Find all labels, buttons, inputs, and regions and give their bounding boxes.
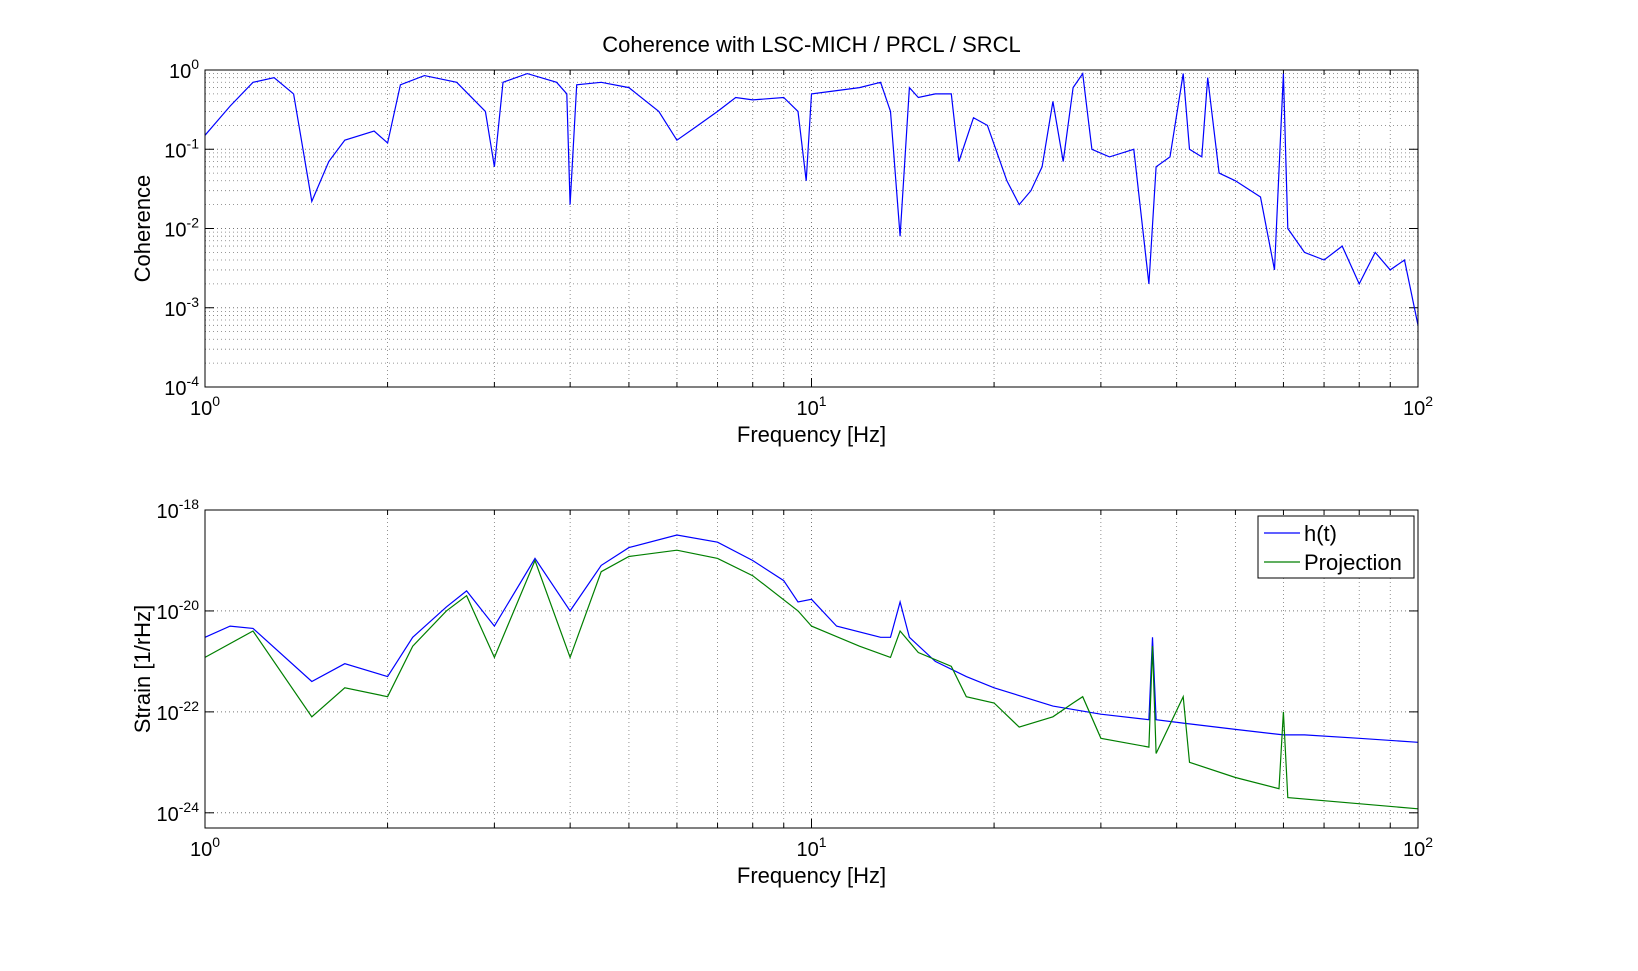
x-axis-label: Frequency [Hz] [737, 863, 886, 888]
legend-box [1257, 515, 1415, 579]
chart-title: Coherence with LSC-MICH / PRCL / SRCL [602, 32, 1021, 57]
data-line [204, 549, 1419, 810]
axes-frame [204, 69, 1419, 388]
tick-label: 102 [1403, 834, 1433, 861]
tick-label: 10-4 [164, 373, 199, 400]
plot-area [205, 510, 1418, 828]
tick-label: 101 [796, 834, 826, 861]
tick-label: 10-20 [157, 597, 200, 624]
tick-label: 100 [190, 834, 220, 861]
plot-area [205, 70, 1418, 387]
legend-label: Projection [1304, 550, 1402, 575]
tick-label: 100 [190, 393, 220, 420]
tick-label: 101 [796, 393, 826, 420]
data-line [204, 71, 1419, 326]
tick-label: 10-1 [164, 135, 199, 162]
y-axis-label: Strain [1/rHz] [130, 605, 155, 733]
tick-label: 102 [1403, 393, 1433, 420]
x-axis-label: Frequency [Hz] [737, 422, 886, 447]
tick-label: 10-22 [157, 698, 200, 725]
legend-label: h(t) [1304, 521, 1337, 546]
tick-label: 10-18 [157, 496, 200, 523]
data-line [204, 534, 1419, 743]
tick-label: 10-24 [157, 799, 200, 826]
axes-frame [204, 509, 1419, 829]
tick-label: 10-3 [164, 294, 199, 321]
tick-label: 100 [169, 56, 199, 83]
tick-label: 10-2 [164, 215, 199, 242]
y-axis-label: Coherence [130, 175, 155, 283]
